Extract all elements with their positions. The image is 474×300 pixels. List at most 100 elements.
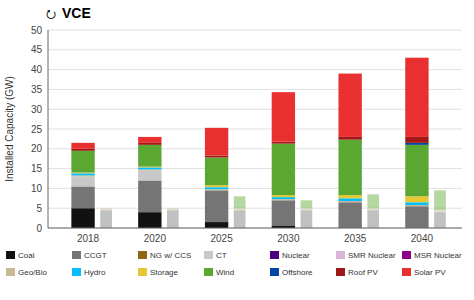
chart: ⭮VCE05101520253035404550Installed Capaci… [0, 0, 474, 300]
bar [272, 200, 295, 201]
bar [205, 158, 228, 186]
legend-swatch [138, 268, 147, 276]
legend-swatch [336, 268, 345, 276]
bar [71, 176, 94, 177]
legend-swatch [402, 268, 411, 276]
bar [205, 187, 228, 189]
bar [405, 206, 428, 228]
bar [138, 170, 161, 171]
bar [405, 205, 428, 206]
bar [205, 128, 228, 156]
ghost-bar [100, 208, 112, 210]
legend-label: Roof PV [348, 268, 378, 277]
y-tick-label: 25 [31, 124, 43, 135]
ghost-bar [167, 208, 179, 209]
ghost-bar [301, 200, 313, 208]
bar [338, 198, 361, 201]
grid-line [48, 129, 462, 130]
ghost-bar [367, 194, 379, 195]
legend-swatch [336, 251, 345, 259]
legend-label: NG w/ CCS [150, 251, 191, 260]
bar [138, 171, 161, 181]
legend-swatch [138, 251, 147, 259]
bar [138, 170, 161, 171]
bar [272, 199, 295, 200]
legend-label: Geo/Bio [18, 268, 47, 277]
ghost-bar [434, 190, 446, 191]
ghost-bar [434, 210, 446, 212]
bar [71, 177, 94, 187]
x-tick-label: 2020 [144, 233, 167, 244]
grid-line [48, 89, 462, 90]
grid-line [48, 148, 462, 149]
legend-swatch [402, 251, 411, 259]
ghost-bar [167, 208, 179, 210]
legend-swatch [204, 251, 213, 259]
ghost-bar [367, 194, 379, 195]
bar [272, 200, 295, 226]
bar [138, 212, 161, 228]
ghost-bar [167, 208, 179, 209]
ghost-bar [434, 212, 446, 228]
ghost-bar [100, 208, 112, 209]
x-tick-label: 2030 [277, 233, 300, 244]
ghost-bar [301, 208, 313, 210]
bar [405, 143, 428, 145]
ghost-bar [167, 210, 179, 228]
bar [338, 195, 361, 198]
ghost-bar [367, 194, 379, 195]
bar [138, 170, 161, 171]
ghost-bar [367, 208, 379, 210]
ghost-bar [301, 200, 313, 201]
ghost-bar [234, 210, 246, 228]
x-tick-label: 2025 [210, 233, 233, 244]
y-tick-label: 10 [31, 183, 43, 194]
bar [405, 58, 428, 137]
legend-label: Storage [150, 268, 179, 277]
legend-label: SMR Nuclear [348, 251, 396, 260]
bar [272, 200, 295, 201]
bar [272, 197, 295, 199]
bar [338, 74, 361, 137]
legend-swatch [270, 268, 279, 276]
y-tick-label: 5 [36, 203, 42, 214]
ghost-bar [167, 208, 179, 209]
bar [138, 137, 161, 143]
bar [405, 206, 428, 207]
bar [405, 206, 428, 207]
bar [205, 190, 228, 222]
legend-swatch [270, 251, 279, 259]
x-tick-label: 2018 [77, 233, 100, 244]
legend-label: Wind [216, 268, 234, 277]
ghost-bar [367, 194, 379, 208]
y-tick-label: 15 [31, 163, 43, 174]
legend-label: Offshore [282, 268, 313, 277]
ghost-bar [100, 208, 112, 209]
legend-swatch [72, 251, 81, 259]
grid-line [48, 49, 462, 50]
legend-swatch [6, 268, 15, 276]
y-tick-label: 0 [36, 223, 42, 234]
bar [205, 190, 228, 191]
bar [405, 137, 428, 143]
bar [71, 151, 94, 173]
grid-line [48, 69, 462, 70]
x-tick-label: 2035 [344, 233, 367, 244]
legend-label: Solar PV [414, 268, 446, 277]
bar [205, 222, 228, 228]
ghost-bar [301, 200, 313, 201]
ghost-bar [234, 196, 246, 197]
bar [272, 142, 295, 144]
ghost-bar [301, 210, 313, 228]
ghost-bar [100, 208, 112, 209]
annotation: ⭮ [46, 7, 56, 21]
bar [272, 200, 295, 201]
legend-label: CT [216, 251, 227, 260]
grid-line [48, 188, 462, 189]
bar [205, 190, 228, 191]
bar [71, 186, 94, 208]
bar [338, 202, 361, 203]
ghost-bar [434, 190, 446, 210]
bar [405, 145, 428, 196]
legend-label: MSR Nuclear [414, 251, 462, 260]
